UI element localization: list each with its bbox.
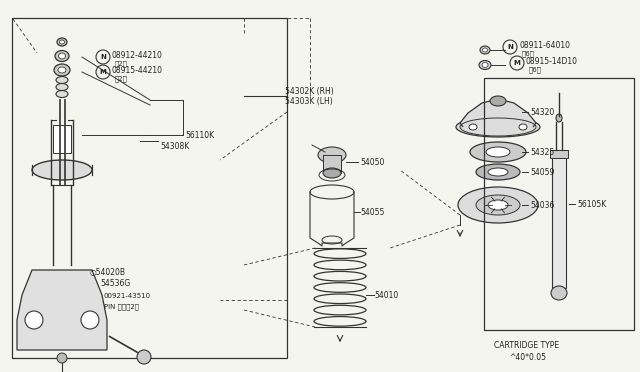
- Bar: [484, 78, 634, 330]
- Text: 54059: 54059: [530, 167, 554, 176]
- Text: M: M: [513, 60, 520, 66]
- Text: ^40*0.05: ^40*0.05: [509, 353, 546, 362]
- Text: 08911-64010: 08911-64010: [519, 41, 570, 49]
- Ellipse shape: [58, 67, 66, 73]
- Ellipse shape: [137, 350, 151, 364]
- Ellipse shape: [456, 117, 540, 137]
- Ellipse shape: [57, 353, 67, 363]
- Ellipse shape: [56, 77, 68, 83]
- Text: 〨2〩: 〨2〩: [115, 76, 128, 82]
- Text: 〨2〩: 〨2〩: [115, 61, 128, 67]
- Ellipse shape: [54, 64, 70, 76]
- Text: ○54020B: ○54020B: [90, 267, 126, 276]
- Polygon shape: [460, 99, 536, 127]
- Text: 54325: 54325: [530, 148, 554, 157]
- Ellipse shape: [488, 200, 508, 210]
- Ellipse shape: [81, 311, 99, 329]
- Text: 54303K (LH): 54303K (LH): [285, 96, 333, 106]
- Ellipse shape: [56, 83, 68, 90]
- Text: PIN ヒン（2）: PIN ヒン（2）: [104, 304, 139, 310]
- Text: 56105K: 56105K: [577, 199, 606, 208]
- Text: 54050: 54050: [360, 157, 385, 167]
- Ellipse shape: [470, 142, 526, 162]
- Bar: [12, 18, 287, 358]
- Text: 54010: 54010: [374, 291, 398, 299]
- Polygon shape: [17, 270, 107, 350]
- Ellipse shape: [60, 40, 65, 44]
- Text: 54055: 54055: [360, 208, 385, 217]
- Text: 54536G: 54536G: [100, 279, 131, 289]
- Ellipse shape: [476, 164, 520, 180]
- Text: 〨6〩: 〨6〩: [522, 51, 535, 57]
- Ellipse shape: [323, 168, 341, 178]
- Ellipse shape: [482, 62, 488, 67]
- Ellipse shape: [469, 124, 477, 130]
- Ellipse shape: [490, 96, 506, 106]
- Text: 54036: 54036: [530, 201, 554, 209]
- Ellipse shape: [25, 311, 43, 329]
- Text: M: M: [100, 69, 106, 75]
- Text: 08912-44210: 08912-44210: [112, 51, 163, 60]
- Ellipse shape: [458, 187, 538, 223]
- Ellipse shape: [55, 51, 69, 61]
- Text: CARTRIDGE TYPE: CARTRIDGE TYPE: [494, 341, 559, 350]
- Ellipse shape: [556, 114, 562, 122]
- Text: 54320: 54320: [530, 108, 554, 116]
- Text: 56110K: 56110K: [185, 131, 214, 140]
- Ellipse shape: [483, 48, 488, 52]
- Text: 08915-14D10: 08915-14D10: [526, 57, 578, 65]
- Ellipse shape: [486, 147, 510, 157]
- Text: 54302K (RH): 54302K (RH): [285, 87, 333, 96]
- Text: 54308K: 54308K: [160, 141, 189, 151]
- FancyArrowPatch shape: [109, 336, 140, 354]
- Ellipse shape: [56, 90, 68, 97]
- Text: 08915-44210: 08915-44210: [112, 65, 163, 74]
- Ellipse shape: [58, 53, 65, 59]
- Ellipse shape: [480, 46, 490, 54]
- Text: 00921-43510: 00921-43510: [104, 293, 151, 299]
- Ellipse shape: [476, 195, 520, 215]
- Bar: [552, 150, 566, 288]
- Ellipse shape: [479, 61, 491, 70]
- Text: 〨6〩: 〨6〩: [529, 67, 542, 73]
- Ellipse shape: [32, 160, 92, 180]
- Ellipse shape: [488, 168, 508, 176]
- Text: N: N: [100, 54, 106, 60]
- Bar: [323, 155, 341, 173]
- Ellipse shape: [57, 38, 67, 46]
- Bar: [550, 150, 568, 158]
- Bar: [53, 125, 71, 153]
- Text: N: N: [507, 44, 513, 50]
- Ellipse shape: [519, 124, 527, 130]
- Ellipse shape: [551, 286, 567, 300]
- Ellipse shape: [318, 147, 346, 163]
